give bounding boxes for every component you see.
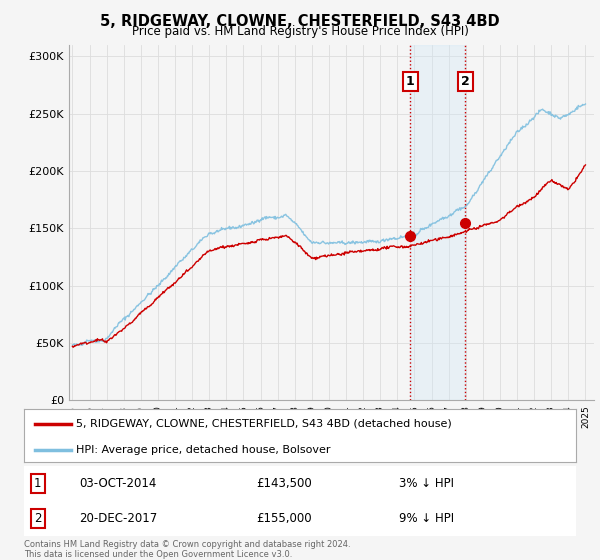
Text: 2: 2	[461, 75, 469, 88]
Text: 3% ↓ HPI: 3% ↓ HPI	[400, 477, 454, 491]
Text: 5, RIDGEWAY, CLOWNE, CHESTERFIELD, S43 4BD (detached house): 5, RIDGEWAY, CLOWNE, CHESTERFIELD, S43 4…	[76, 419, 452, 429]
Text: 20-DEC-2017: 20-DEC-2017	[79, 512, 157, 525]
Text: 5, RIDGEWAY, CLOWNE, CHESTERFIELD, S43 4BD: 5, RIDGEWAY, CLOWNE, CHESTERFIELD, S43 4…	[100, 14, 500, 29]
Text: 1: 1	[34, 477, 41, 491]
Text: HPI: Average price, detached house, Bolsover: HPI: Average price, detached house, Bols…	[76, 445, 331, 455]
Text: 2: 2	[34, 512, 41, 525]
Text: 9% ↓ HPI: 9% ↓ HPI	[400, 512, 454, 525]
Text: Price paid vs. HM Land Registry's House Price Index (HPI): Price paid vs. HM Land Registry's House …	[131, 25, 469, 38]
Bar	[410, 45, 465, 400]
Text: 1: 1	[406, 75, 415, 88]
Text: £155,000: £155,000	[256, 512, 311, 525]
Text: Contains HM Land Registry data © Crown copyright and database right 2024.
This d: Contains HM Land Registry data © Crown c…	[24, 540, 350, 559]
Text: 03-OCT-2014: 03-OCT-2014	[79, 477, 157, 491]
Text: £143,500: £143,500	[256, 477, 311, 491]
